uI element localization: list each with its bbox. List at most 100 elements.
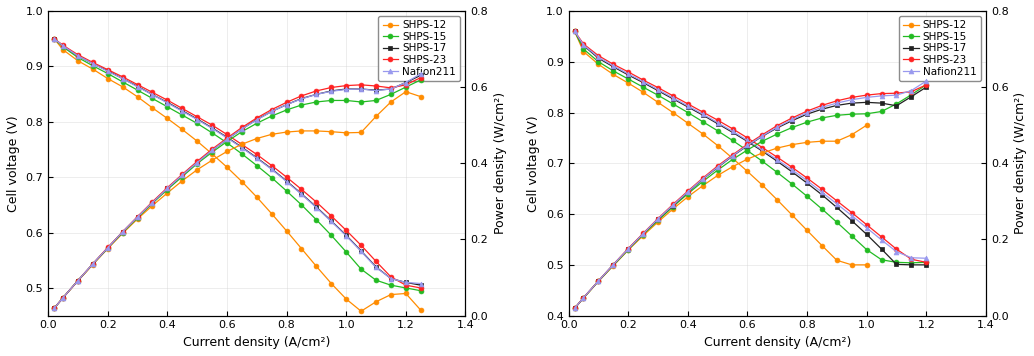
SHPS-23 bbox=[310, 200, 323, 204]
Line: SHPS-23: SHPS-23 bbox=[572, 29, 929, 265]
SHPS-15 bbox=[786, 182, 798, 186]
SHPS-23 bbox=[651, 85, 664, 90]
SHPS-23 bbox=[385, 275, 397, 279]
SHPS-23 bbox=[801, 176, 814, 180]
Nafion211 bbox=[876, 238, 888, 242]
SHPS-23 bbox=[816, 187, 828, 191]
SHPS-23 bbox=[101, 68, 114, 72]
SHPS-12 bbox=[266, 211, 278, 216]
SHPS-17 bbox=[905, 263, 917, 267]
SHPS-23 bbox=[905, 257, 917, 261]
Legend: SHPS-12, SHPS-15, SHPS-17, SHPS-23, Nafion211: SHPS-12, SHPS-15, SHPS-17, SHPS-23, Nafi… bbox=[899, 16, 980, 81]
SHPS-23 bbox=[622, 70, 635, 74]
SHPS-23 bbox=[399, 283, 412, 287]
Nafion211 bbox=[71, 54, 84, 58]
SHPS-17 bbox=[57, 44, 69, 48]
SHPS-15 bbox=[399, 286, 412, 290]
SHPS-23 bbox=[741, 136, 754, 140]
SHPS-15 bbox=[57, 45, 69, 49]
Nafion211 bbox=[146, 93, 158, 97]
SHPS-17 bbox=[830, 205, 843, 210]
SHPS-17 bbox=[250, 156, 263, 160]
SHPS-12 bbox=[637, 90, 649, 94]
Nafion211 bbox=[726, 129, 738, 134]
Nafion211 bbox=[236, 146, 248, 150]
Nafion211 bbox=[131, 85, 144, 89]
SHPS-23 bbox=[146, 90, 158, 94]
SHPS-12 bbox=[711, 143, 724, 148]
SHPS-15 bbox=[206, 131, 218, 135]
SHPS-15 bbox=[415, 289, 427, 293]
SHPS-12 bbox=[206, 152, 218, 156]
Nafion211 bbox=[846, 214, 858, 218]
Line: SHPS-12: SHPS-12 bbox=[572, 29, 870, 267]
SHPS-12 bbox=[651, 100, 664, 105]
Nafion211 bbox=[206, 126, 218, 131]
SHPS-17 bbox=[146, 93, 158, 97]
SHPS-15 bbox=[48, 37, 60, 41]
SHPS-15 bbox=[651, 93, 664, 98]
SHPS-17 bbox=[71, 54, 84, 58]
SHPS-15 bbox=[117, 80, 129, 84]
Nafion211 bbox=[355, 249, 367, 253]
SHPS-17 bbox=[161, 100, 174, 105]
SHPS-17 bbox=[325, 219, 337, 223]
SHPS-12 bbox=[385, 292, 397, 297]
Nafion211 bbox=[399, 280, 412, 284]
SHPS-12 bbox=[57, 48, 69, 52]
SHPS-15 bbox=[860, 247, 873, 252]
SHPS-23 bbox=[325, 214, 337, 218]
SHPS-23 bbox=[830, 199, 843, 203]
Nafion211 bbox=[801, 178, 814, 183]
SHPS-17 bbox=[577, 43, 589, 48]
Nafion211 bbox=[622, 72, 635, 76]
SHPS-15 bbox=[801, 194, 814, 198]
SHPS-17 bbox=[236, 145, 248, 150]
SHPS-17 bbox=[385, 276, 397, 281]
SHPS-17 bbox=[191, 117, 204, 121]
Nafion211 bbox=[756, 148, 768, 152]
SHPS-17 bbox=[87, 62, 99, 66]
SHPS-12 bbox=[756, 183, 768, 187]
SHPS-23 bbox=[667, 94, 679, 98]
Nafion211 bbox=[786, 168, 798, 172]
SHPS-23 bbox=[860, 222, 873, 227]
SHPS-15 bbox=[71, 55, 84, 59]
SHPS-17 bbox=[131, 84, 144, 88]
Nafion211 bbox=[191, 117, 204, 122]
Nafion211 bbox=[310, 205, 323, 210]
SHPS-17 bbox=[399, 280, 412, 284]
SHPS-23 bbox=[220, 132, 233, 137]
Nafion211 bbox=[607, 64, 619, 68]
SHPS-15 bbox=[920, 260, 933, 265]
SHPS-17 bbox=[876, 247, 888, 251]
SHPS-17 bbox=[801, 181, 814, 185]
SHPS-17 bbox=[920, 263, 933, 267]
Nafion211 bbox=[57, 44, 69, 48]
SHPS-17 bbox=[771, 159, 784, 163]
SHPS-23 bbox=[771, 155, 784, 159]
Line: SHPS-15: SHPS-15 bbox=[572, 29, 929, 265]
SHPS-15 bbox=[890, 260, 903, 265]
SHPS-23 bbox=[250, 152, 263, 157]
SHPS-23 bbox=[87, 60, 99, 64]
SHPS-17 bbox=[220, 135, 233, 140]
SHPS-15 bbox=[161, 105, 174, 109]
SHPS-12 bbox=[801, 228, 814, 232]
SHPS-12 bbox=[161, 116, 174, 121]
SHPS-15 bbox=[592, 59, 605, 64]
SHPS-15 bbox=[280, 189, 293, 193]
SHPS-15 bbox=[87, 64, 99, 68]
SHPS-12 bbox=[726, 156, 738, 160]
SHPS-12 bbox=[355, 309, 367, 313]
Line: SHPS-12: SHPS-12 bbox=[52, 36, 423, 314]
SHPS-23 bbox=[161, 98, 174, 102]
SHPS-17 bbox=[569, 29, 581, 33]
SHPS-23 bbox=[415, 286, 427, 290]
SHPS-15 bbox=[236, 152, 248, 156]
SHPS-15 bbox=[191, 121, 204, 126]
SHPS-23 bbox=[726, 127, 738, 131]
Nafion211 bbox=[415, 281, 427, 286]
Nafion211 bbox=[667, 96, 679, 100]
Nafion211 bbox=[325, 219, 337, 224]
